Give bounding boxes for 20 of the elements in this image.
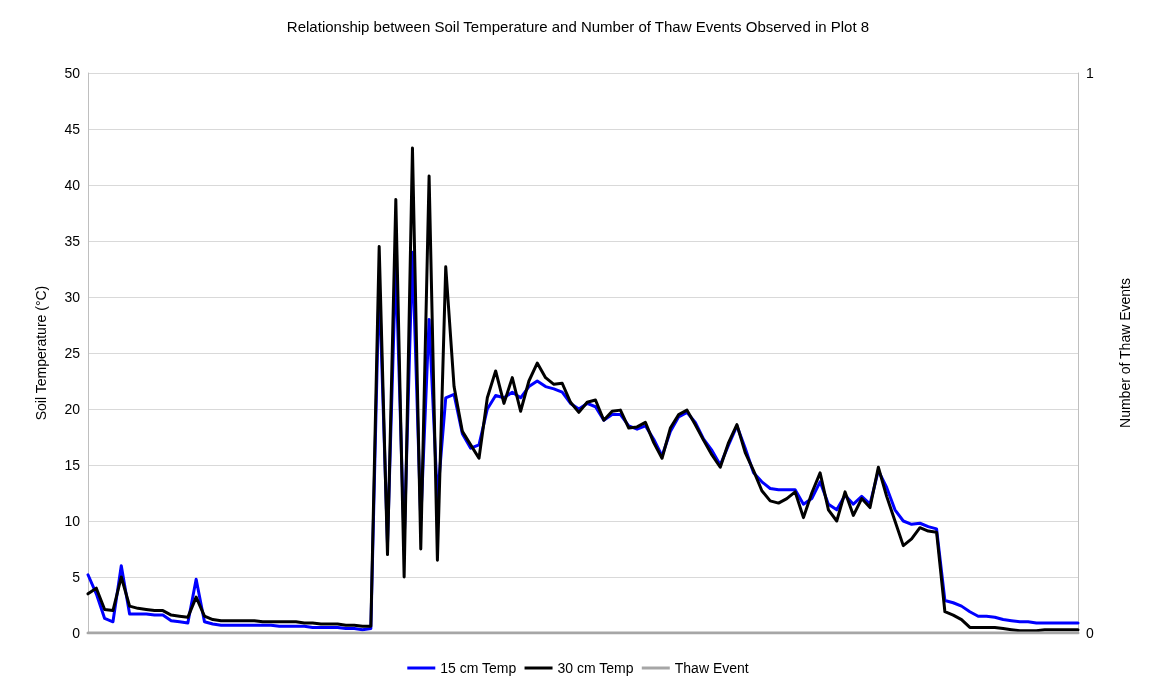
y-tick-label: 15: [64, 457, 81, 473]
y-tick-label: 20: [64, 401, 81, 417]
y2-axis-title: Number of Thaw Events: [1117, 278, 1133, 428]
y2-tick-label: 0: [1086, 625, 1094, 641]
y-tick-label: 25: [64, 345, 81, 361]
legend-label: Thaw Event: [674, 660, 749, 676]
y-tick-label: 35: [64, 233, 81, 249]
y2-tick-label: 1: [1086, 65, 1094, 81]
y-tick-label: 30: [64, 289, 81, 305]
chart-title: Relationship between Soil Temperature and Number of Thaw Events Observed in Plot 8: [286, 18, 870, 35]
line-series: [86, 146, 1080, 633]
y-tick-label: 10: [64, 513, 81, 529]
y-tick-label: 5: [72, 569, 81, 585]
legend-label: 15 cm Temp: [440, 660, 517, 676]
y-tick-label: 0: [72, 625, 81, 641]
y-tick-label: 45: [64, 121, 81, 137]
y-tick-label: 50: [64, 65, 81, 81]
y-tick-label: 40: [64, 177, 81, 193]
y-axis-title: Soil Temperature (°C): [33, 285, 49, 421]
legend-label: 30 cm Temp: [557, 660, 634, 676]
